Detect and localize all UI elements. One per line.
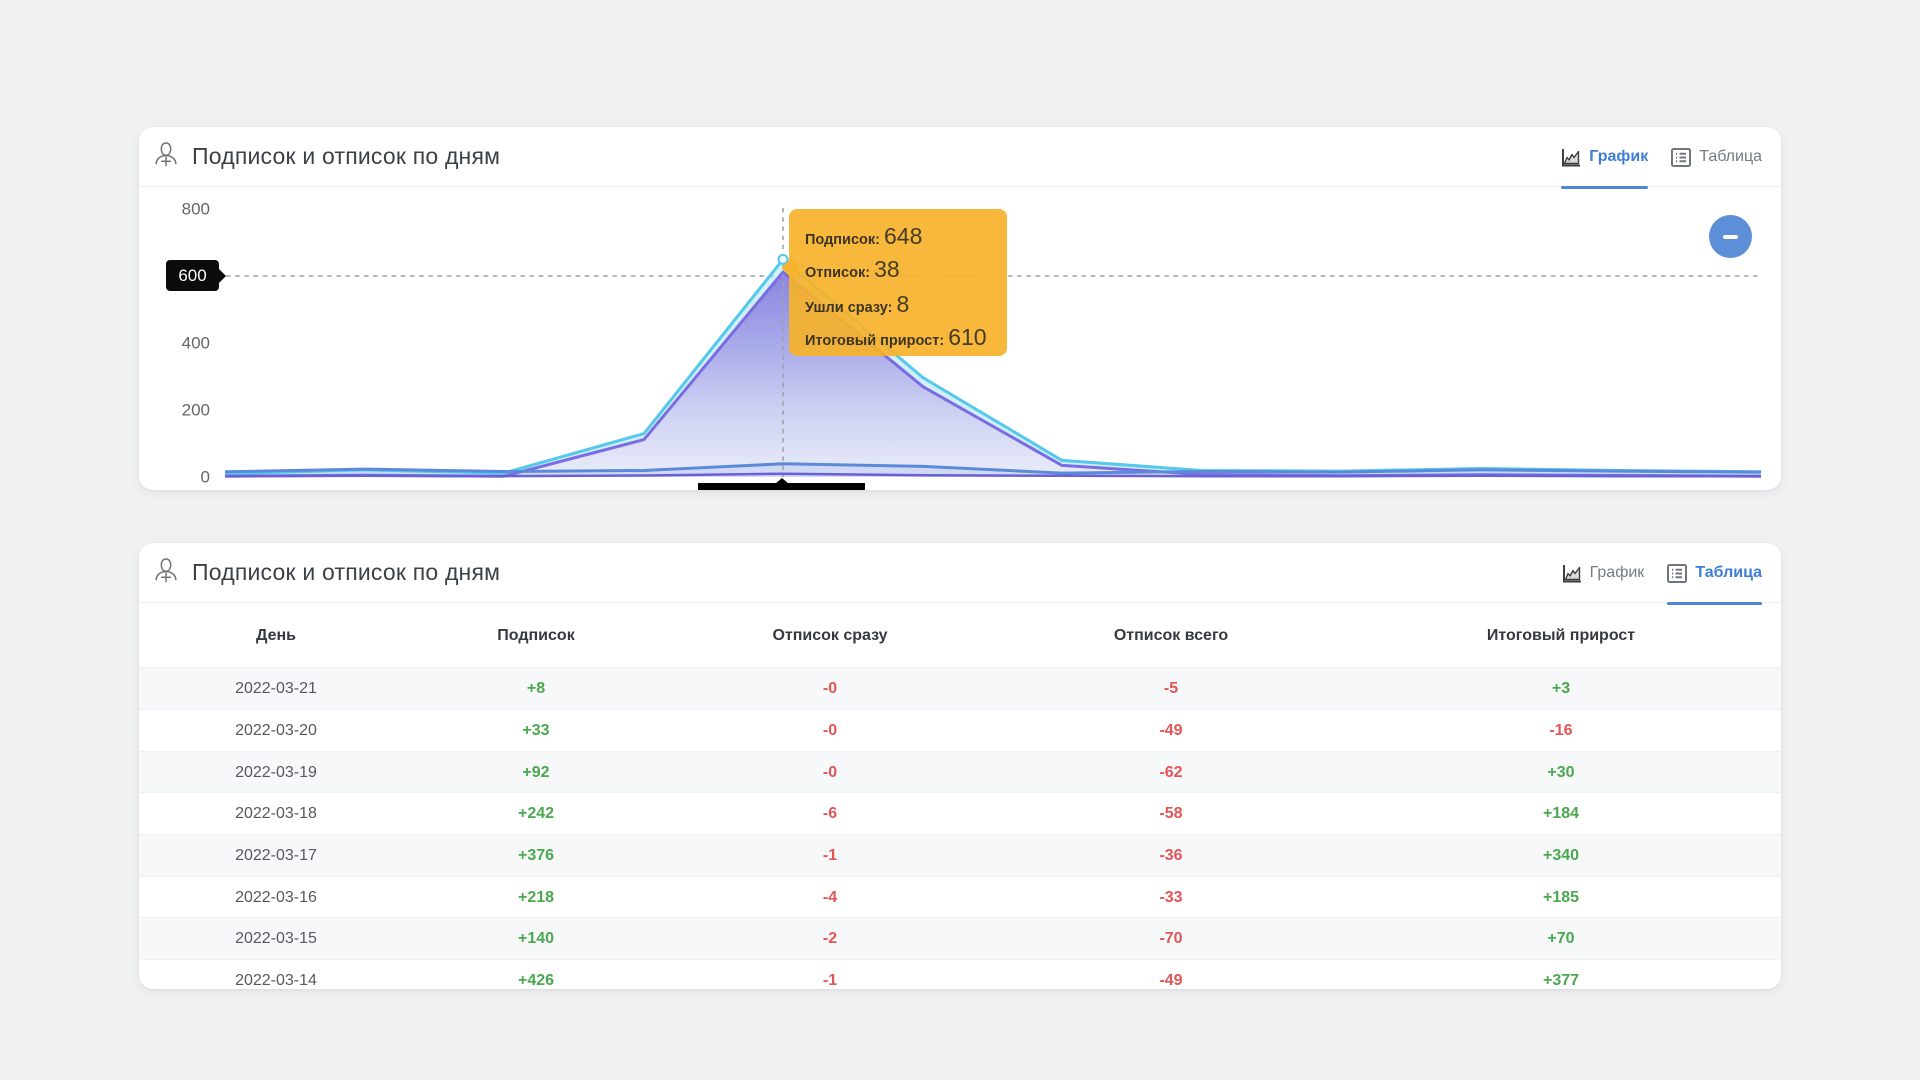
svg-text:200: 200	[182, 401, 210, 420]
svg-text:0: 0	[201, 468, 210, 487]
svg-text:800: 800	[182, 200, 210, 219]
svg-text:400: 400	[182, 334, 210, 353]
